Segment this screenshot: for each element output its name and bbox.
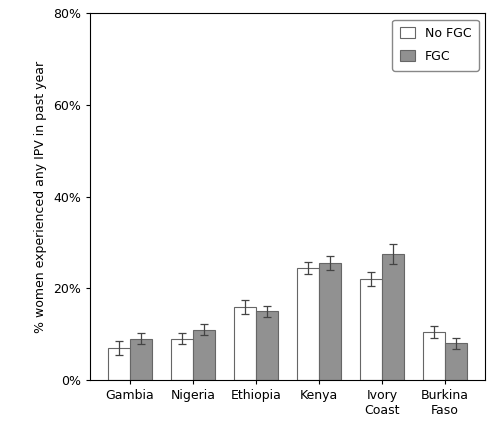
Bar [193,329,215,380]
Legend: No FGC, FGC: No FGC, FGC [392,20,479,71]
Bar [171,339,193,380]
Bar [234,307,256,380]
Bar [382,254,404,380]
Bar [256,311,278,380]
Bar [360,279,382,380]
Y-axis label: % women experienced any IPV in past year: % women experienced any IPV in past year [34,61,48,333]
Bar [423,332,445,380]
Bar [130,339,152,380]
Bar [445,343,467,380]
Bar [108,348,130,380]
Bar [297,268,319,380]
Bar [319,263,341,380]
